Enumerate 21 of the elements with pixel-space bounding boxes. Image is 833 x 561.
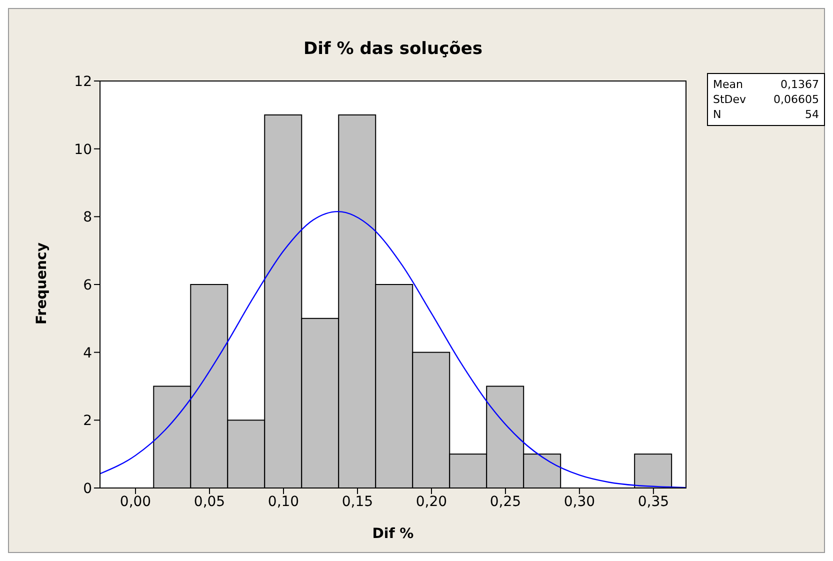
x-tick-label: 0,30 [564,494,596,510]
y-tick-label: 8 [83,210,92,226]
chart-title: Dif % das soluções [302,39,484,59]
y-axis-title: Frequency [34,242,50,324]
x-tick-label: 0,10 [268,494,300,510]
x-tick-label: 0,20 [416,494,448,510]
y-tick-label: 12 [74,74,92,90]
text: StDev 0,06605 [713,93,819,106]
y-tick-label: 0 [83,480,92,497]
text: N 54 [713,108,819,121]
text: Mean 0,1367 [713,78,819,91]
x-tick-label: 0,05 [194,494,226,510]
y-tick-label: 2 [83,413,92,430]
x-tick-label: 0,00 [120,494,152,510]
y-tick-label: 6 [83,277,92,294]
x-tick-label: 0,35 [638,494,670,510]
y-tick-label: 10 [74,142,92,158]
x-tick-label: 0,15 [342,494,374,510]
x-axis-title: Dif % [372,526,414,542]
y-tick-label: 4 [83,345,92,362]
x-tick-label: 0,25 [490,494,522,510]
